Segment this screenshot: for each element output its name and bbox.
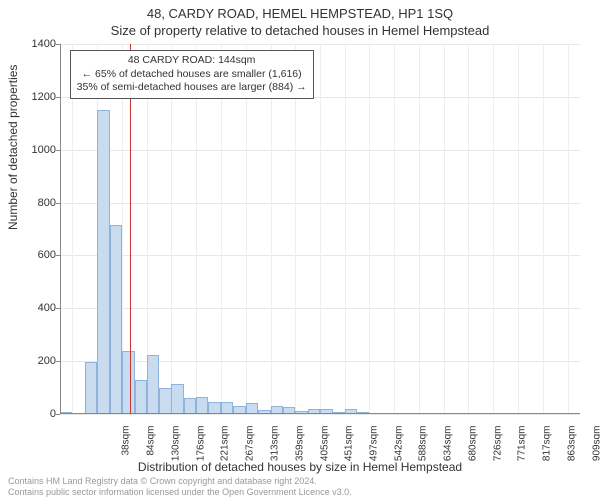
histogram-bar (196, 397, 208, 414)
y-tick-label: 1400 (18, 38, 56, 50)
x-tick-label: 542sqm (393, 426, 404, 476)
x-tick-label: 313sqm (269, 426, 280, 476)
x-tick-label: 497sqm (369, 426, 380, 476)
x-tick-label: 221sqm (220, 426, 231, 476)
bars-layer (60, 44, 580, 414)
x-axis-line (60, 413, 580, 414)
histogram-bar (97, 110, 109, 414)
chart-title-sub: Size of property relative to detached ho… (0, 21, 600, 38)
x-tick-label: 84sqm (146, 426, 157, 476)
histogram-bar (85, 362, 97, 414)
y-tick (56, 414, 60, 415)
x-tick-label: 726sqm (492, 426, 503, 476)
footer: Contains HM Land Registry data © Crown c… (8, 476, 352, 498)
x-tick-label: 909sqm (591, 426, 600, 476)
plot-area: 48 CARDY ROAD: 144sqm ← 65% of detached … (60, 44, 580, 414)
y-tick-label: 400 (18, 302, 56, 314)
x-tick-label: 38sqm (121, 426, 132, 476)
annotation-line1: 48 CARDY ROAD: 144sqm (77, 54, 307, 68)
y-tick-label: 1000 (18, 144, 56, 156)
x-tick-label: 405sqm (319, 426, 330, 476)
y-tick-label: 1200 (18, 91, 56, 103)
y-tick-label: 600 (18, 249, 56, 261)
histogram-bar (171, 384, 183, 414)
chart-title-main: 48, CARDY ROAD, HEMEL HEMPSTEAD, HP1 1SQ (0, 0, 600, 21)
grid-line-h (60, 414, 580, 415)
x-tick-label: 359sqm (294, 426, 305, 476)
y-tick-label: 200 (18, 355, 56, 367)
histogram-bar (122, 351, 134, 414)
histogram-bar (184, 398, 196, 414)
histogram-bar (110, 225, 122, 414)
x-tick-label: 451sqm (344, 426, 355, 476)
y-tick-label: 0 (18, 408, 56, 420)
reference-line (130, 44, 131, 414)
annotation-line2: ← 65% of detached houses are smaller (1,… (77, 68, 307, 82)
x-tick-label: 771sqm (517, 426, 528, 476)
y-axis-line (60, 44, 61, 414)
footer-line1: Contains HM Land Registry data © Crown c… (8, 476, 352, 487)
histogram-bar (147, 355, 159, 414)
x-tick-label: 267sqm (245, 426, 256, 476)
histogram-bar (135, 380, 147, 414)
annotation-line3: 35% of semi-detached houses are larger (… (77, 81, 307, 95)
x-tick-label: 588sqm (418, 426, 429, 476)
x-tick-label: 130sqm (171, 426, 182, 476)
x-tick-label: 634sqm (443, 426, 454, 476)
footer-line2: Contains public sector information licen… (8, 487, 352, 498)
x-tick-label: 863sqm (566, 426, 577, 476)
histogram-bar (159, 388, 171, 414)
x-tick-label: 680sqm (468, 426, 479, 476)
x-tick-label: 817sqm (542, 426, 553, 476)
y-tick-label: 800 (18, 197, 56, 209)
x-tick-label: 176sqm (195, 426, 206, 476)
annotation-box: 48 CARDY ROAD: 144sqm ← 65% of detached … (70, 50, 314, 99)
